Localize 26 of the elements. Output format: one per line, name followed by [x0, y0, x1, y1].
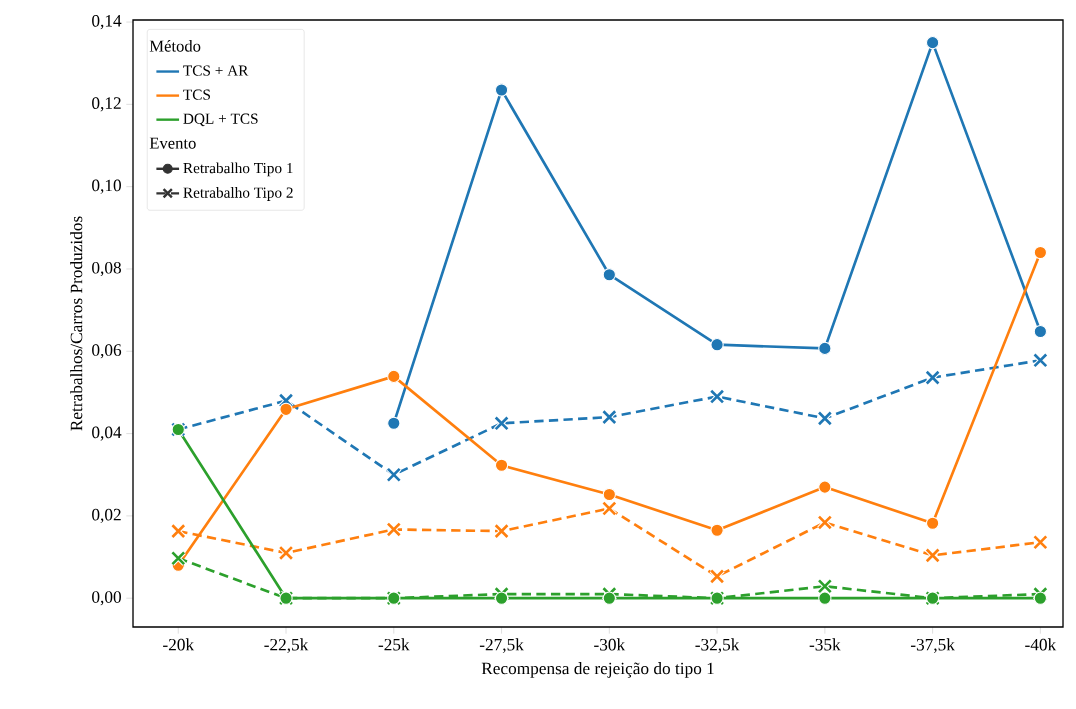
x-tick-label: -20k	[163, 638, 195, 651]
annotation: Retrabalho Tipo 2	[183, 187, 293, 201]
legend-label: DQL + TCS	[183, 113, 258, 127]
y-tick-label: 0,00	[92, 591, 121, 606]
legend-label: TCS	[183, 89, 210, 100]
x-tick-label: -30k	[594, 638, 626, 651]
x-tick-label: -40k	[1025, 638, 1057, 651]
x-tick-label: -27,5k	[479, 638, 524, 654]
y-tick-label: 0,10	[92, 179, 121, 194]
x-axis-title: Recompensa de rejeição do tipo 1	[481, 662, 714, 678]
x-tick-label: -32,5k	[695, 638, 740, 654]
y-tick-label: 0,06	[92, 344, 122, 359]
y-tick-label: 0,04	[92, 426, 122, 441]
x-tick-label: -37,5k	[910, 638, 955, 654]
x-tick-label: -25k	[378, 638, 410, 651]
y-tick-label: 0,08	[92, 261, 121, 277]
y-tick-label: 0,14	[92, 14, 122, 30]
y-tick-label: 0,12	[92, 97, 121, 112]
y-axis-title: Retrabalhos/Carros Produzidos	[70, 216, 83, 431]
annotation: Retrabalho Tipo 1	[183, 162, 293, 177]
annotation: Evento	[149, 137, 196, 149]
legend-title: Método	[149, 40, 201, 52]
x-tick-label: -22,5k	[264, 638, 309, 654]
legend-label: TCS + AR	[183, 65, 249, 76]
y-tick-label: 0,02	[92, 508, 121, 523]
x-tick-label: -35k	[809, 638, 841, 651]
